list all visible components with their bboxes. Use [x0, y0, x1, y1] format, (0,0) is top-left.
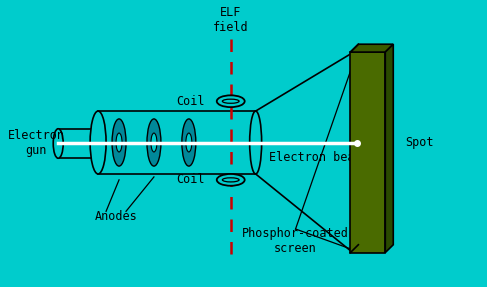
Text: Coil: Coil: [176, 173, 205, 186]
Text: Phosphor-coated
screen: Phosphor-coated screen: [242, 227, 349, 255]
Polygon shape: [350, 44, 393, 52]
Ellipse shape: [217, 95, 244, 107]
Text: Electron beam: Electron beam: [269, 151, 362, 164]
Ellipse shape: [116, 133, 122, 152]
Ellipse shape: [112, 119, 126, 166]
Ellipse shape: [182, 119, 196, 166]
Text: Spot: Spot: [405, 136, 434, 149]
Ellipse shape: [53, 129, 63, 158]
Text: Anodes: Anodes: [94, 210, 137, 223]
Ellipse shape: [151, 133, 157, 152]
Ellipse shape: [223, 99, 239, 103]
Text: Coil: Coil: [176, 95, 205, 108]
Ellipse shape: [223, 178, 239, 182]
Text: Electron
gun: Electron gun: [8, 129, 65, 156]
Polygon shape: [385, 44, 393, 253]
Polygon shape: [98, 111, 256, 174]
Ellipse shape: [147, 119, 161, 166]
Ellipse shape: [186, 133, 192, 152]
Text: ELF
field: ELF field: [213, 6, 248, 34]
Polygon shape: [58, 129, 98, 158]
Ellipse shape: [250, 111, 262, 174]
Ellipse shape: [90, 111, 106, 174]
Polygon shape: [350, 52, 385, 253]
Ellipse shape: [217, 174, 244, 186]
